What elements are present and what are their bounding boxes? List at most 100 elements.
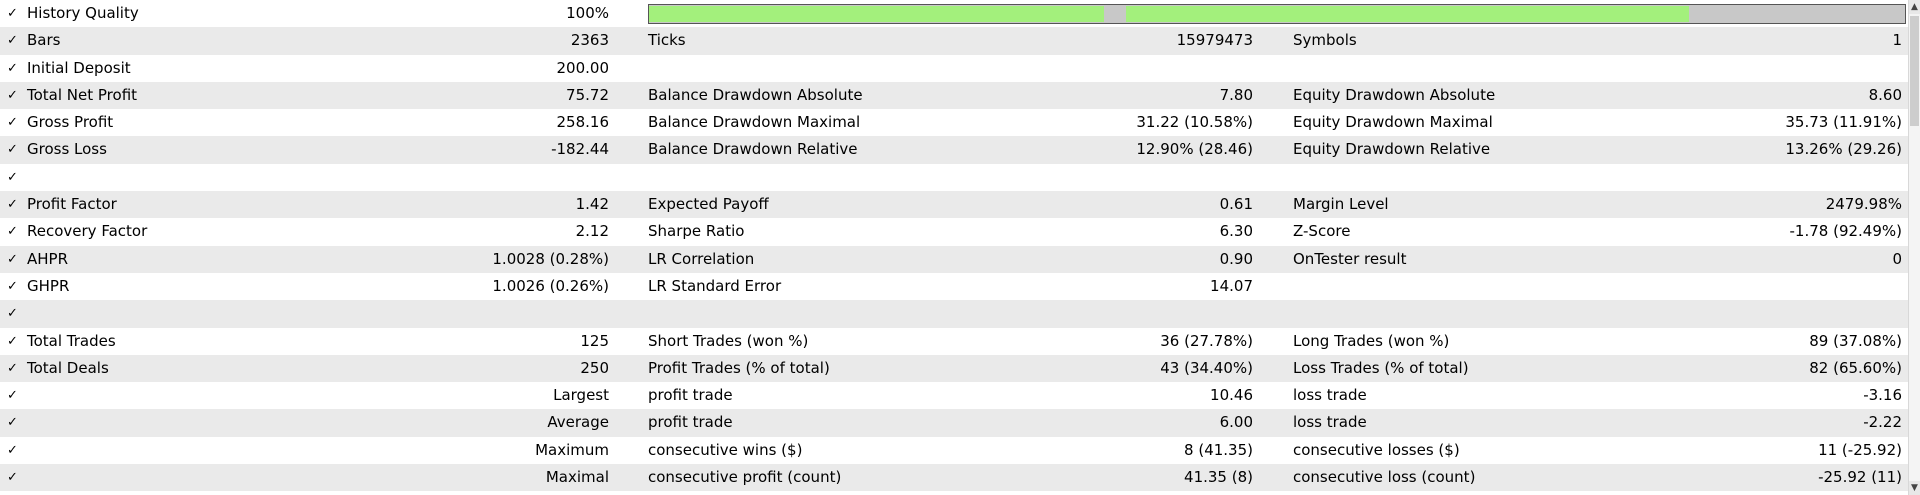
row-value: -1.78 (92.49%)	[1789, 222, 1902, 241]
table-row[interactable]: ✓ Initial Deposit 200.00	[0, 54, 1908, 82]
checkmark-icon[interactable]: ✓	[7, 87, 18, 103]
row-label: consecutive losses ($)	[1293, 440, 1460, 459]
row-value: Maximal	[545, 468, 609, 487]
row-value: 250	[580, 358, 609, 377]
checkmark-icon[interactable]: ✓	[7, 251, 18, 267]
table-row[interactable]: ✓ Average profit trade 6.00 loss trade -2.22	[0, 409, 1908, 437]
row-label: Balance Drawdown Absolute	[648, 85, 863, 104]
table-row[interactable]: ✓ Gross Profit 258.16 Balance Drawdown Maxi…	[0, 109, 1908, 137]
row-value: 100%	[566, 4, 609, 22]
table-row[interactable]: ✓ Profit Factor 1.42 Expected Payoff 0.61 Mar…	[0, 191, 1908, 219]
checkmark-icon[interactable]: ✓	[7, 388, 18, 404]
row-value: 6.30	[1219, 222, 1253, 241]
row-label: Equity Drawdown Absolute	[1293, 85, 1496, 104]
row-value: -2.22	[1863, 413, 1902, 432]
row-label: Profit Trades (% of total)	[648, 358, 830, 377]
row-label: consecutive loss (count)	[1293, 468, 1476, 487]
row-value: 11 (-25.92)	[1818, 440, 1902, 459]
checkmark-icon[interactable]: ✓	[7, 142, 18, 158]
row-value: 6.00	[1219, 413, 1253, 432]
table-row[interactable]: ✓ Gross Loss -182.44 Balance Drawdown Relat…	[0, 136, 1908, 164]
row-label: consecutive wins ($)	[648, 440, 803, 459]
row-value: 1.42	[575, 195, 609, 214]
row-value: 36 (27.78%)	[1160, 331, 1253, 350]
row-value: 2.12	[575, 222, 609, 241]
row-value: -182.44	[551, 140, 609, 159]
table-row[interactable]: ✓	[0, 163, 1908, 192]
checkmark-icon[interactable]: ✓	[7, 33, 18, 49]
row-value: 8 (41.35)	[1184, 440, 1253, 459]
table-row[interactable]: ✓ Recovery Factor 2.12 Sharpe Ratio 6.30 Z-Sc…	[0, 218, 1908, 246]
scroll-down-arrow-icon[interactable]: ▼	[1909, 481, 1920, 495]
row-value: Largest	[553, 386, 609, 405]
row-value: 2479.98%	[1825, 195, 1902, 214]
checkmark-icon[interactable]: ✓	[7, 442, 18, 458]
row-label: Expected Payoff	[648, 195, 769, 214]
row-label: Total Trades	[27, 331, 116, 350]
checkmark-icon[interactable]: ✓	[7, 6, 18, 21]
row-label: Loss Trades (% of total)	[1293, 358, 1469, 377]
row-value: 10.46	[1210, 386, 1253, 405]
checkmark-icon[interactable]: ✓	[7, 60, 18, 76]
row-label: loss trade	[1293, 386, 1367, 405]
row-label: GHPR	[27, 276, 70, 295]
table-row[interactable]: ✓ AHPR 1.0028 (0.28%) LR Correlation 0.90 OnT…	[0, 245, 1908, 273]
row-value: 75.72	[566, 85, 609, 104]
row-value: 89 (37.08%)	[1809, 331, 1902, 350]
row-label: Ticks	[648, 31, 686, 50]
row-value: 43 (34.40%)	[1160, 358, 1253, 377]
row-label: Total Net Profit	[27, 85, 138, 104]
checkmark-icon[interactable]: ✓	[7, 306, 18, 322]
row-label: Profit Factor	[27, 195, 117, 214]
table-row[interactable]: ✓ Total Deals 250 Profit Trades (% of total…	[0, 354, 1908, 383]
row-label: OnTester result	[1293, 249, 1407, 268]
row-label: Bars	[27, 31, 61, 50]
row-value: 8.60	[1868, 85, 1902, 104]
table-row[interactable]: ✓	[0, 300, 1908, 328]
scroll-thumb[interactable]	[1910, 16, 1919, 126]
vertical-scrollbar[interactable]: ▲ ▼	[1908, 0, 1920, 495]
checkmark-icon[interactable]: ✓	[7, 197, 18, 213]
row-value: 41.35 (8)	[1184, 468, 1253, 487]
row-value: 12.90% (28.46)	[1136, 140, 1253, 159]
row-label: Margin Level	[1293, 195, 1389, 214]
checkmark-icon[interactable]: ✓	[7, 224, 18, 240]
table-row[interactable]: ✓ Largest profit trade 10.46 loss trade -3.16	[0, 382, 1908, 410]
table-row[interactable]: ✓ Maximum consecutive wins ($) 8 (41.35) con…	[0, 436, 1908, 465]
row-label: Z-Score	[1293, 222, 1351, 241]
checkmark-icon[interactable]: ✓	[7, 470, 18, 486]
scroll-up-arrow-icon[interactable]: ▲	[1909, 0, 1920, 14]
row-value: 31.22 (10.58%)	[1136, 113, 1253, 132]
table-row[interactable]: ✓ GHPR 1.0026 (0.26%) LR Standard Error 14.0…	[0, 272, 1908, 301]
row-value: 258.16	[556, 113, 610, 132]
row-value: Average	[547, 413, 609, 432]
table-row[interactable]: ✓ Total Trades 125 Short Trades (won %) 36 (…	[0, 327, 1908, 355]
row-value: 15979473	[1176, 31, 1253, 50]
checkmark-icon[interactable]: ✓	[7, 169, 18, 185]
checkmark-icon[interactable]: ✓	[7, 415, 18, 431]
row-label: LR Standard Error	[648, 276, 782, 295]
table-row[interactable]: ✓ Total Net Profit 75.72 Balance Drawdown A…	[0, 81, 1908, 110]
table-row[interactable]: ✓ History Quality 100%	[0, 0, 1908, 28]
checkmark-icon[interactable]: ✓	[7, 360, 18, 376]
row-label: Total Deals	[27, 358, 109, 377]
row-value: -3.16	[1863, 386, 1902, 405]
row-label: Equity Drawdown Maximal	[1293, 113, 1493, 132]
row-label: Sharpe Ratio	[648, 222, 745, 241]
checkmark-icon[interactable]: ✓	[7, 333, 18, 349]
row-label: Equity Drawdown Relative	[1293, 140, 1491, 159]
row-label: Gross Profit	[27, 113, 114, 132]
row-label: Symbols	[1293, 31, 1357, 50]
checkmark-icon[interactable]: ✓	[7, 278, 18, 294]
table-row[interactable]: ✓ Bars 2363 Ticks 15979473 Symbols 1	[0, 27, 1908, 55]
checkmark-icon[interactable]: ✓	[7, 115, 18, 131]
row-label: Recovery Factor	[27, 222, 148, 241]
table-row[interactable]: ✓ Maximal consecutive profit (count) 41.35 …	[0, 464, 1908, 492]
row-label: consecutive profit (count)	[648, 468, 842, 487]
row-label: profit trade	[648, 386, 733, 405]
row-label: Balance Drawdown Relative	[648, 140, 858, 159]
row-value: -25.92 (11)	[1818, 468, 1902, 487]
row-value: 0	[1892, 249, 1902, 268]
row-value: Maximum	[535, 440, 609, 459]
